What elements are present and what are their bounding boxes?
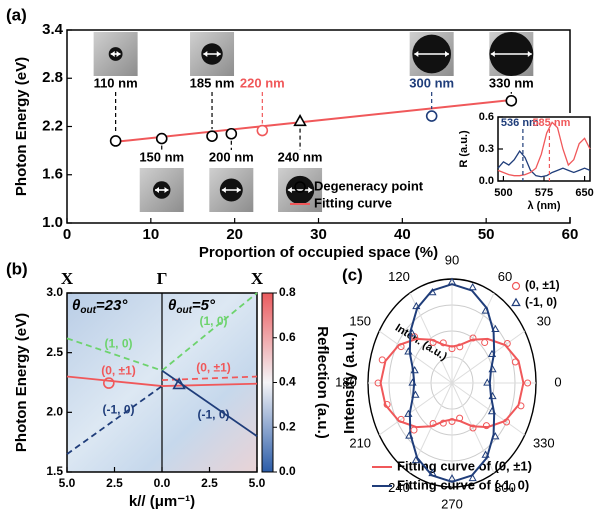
- point-label: 300 nm: [409, 75, 454, 90]
- x-tick-label: 10: [142, 226, 159, 243]
- theta-tick-label: 30: [537, 313, 551, 328]
- marker: [506, 96, 516, 106]
- y-tick-label: 1.6: [42, 166, 63, 183]
- theta-tick-label: 330: [533, 435, 555, 450]
- theta-tick-label: 210: [349, 435, 371, 450]
- x-tick-label: 5.0: [249, 476, 266, 490]
- marker: [111, 136, 121, 146]
- marker: [226, 129, 236, 139]
- annotation-label: 585 nm: [532, 117, 570, 129]
- legend-label: (-1, 0): [525, 295, 557, 309]
- marker: [469, 284, 475, 290]
- panel-label: (b): [6, 259, 28, 278]
- y-axis-label: Photon Energy (eV): [13, 313, 30, 452]
- x-tick-label: 650: [575, 187, 593, 199]
- marker: [427, 111, 437, 121]
- point-label: 185 nm: [190, 75, 235, 90]
- title-sub: out: [80, 305, 96, 316]
- legend-label: (0, ±1): [525, 278, 560, 292]
- symmetry-label: Γ: [157, 269, 168, 288]
- y-tick-label: 2.5: [46, 345, 63, 359]
- marker: [157, 134, 167, 144]
- theta-tick-label: 270: [441, 496, 463, 511]
- mode-label: (1, 0): [199, 314, 227, 328]
- mode-label: (0, ±1): [196, 360, 231, 374]
- theta-tick-label: 90: [445, 252, 459, 267]
- y-tick-label: 0.3: [479, 143, 494, 155]
- x-tick-label: 0: [63, 226, 71, 243]
- x-tick-label: 2.5: [106, 476, 123, 490]
- colorbar-tick-label: 0.8: [279, 285, 296, 299]
- x-tick-label: 0.0: [154, 476, 171, 490]
- colorbar-tick-label: 0.0: [279, 464, 296, 478]
- colorbar-tick-label: 0.6: [279, 330, 296, 344]
- colorbar-tick-label: 0.2: [279, 419, 296, 433]
- theta-tick-label: 0: [554, 374, 561, 389]
- symmetry-label: X: [61, 269, 74, 288]
- marker: [512, 299, 520, 306]
- marker: [379, 357, 385, 363]
- marker: [295, 116, 306, 126]
- x-tick-label: 575: [535, 187, 553, 199]
- x-axis-label: k// (μm⁻¹): [129, 493, 195, 510]
- y-tick-label: 1.5: [46, 464, 63, 478]
- mode-label: (-1, 0): [197, 408, 229, 422]
- x-tick-label: 2.5: [201, 476, 218, 490]
- point-label: 200 nm: [209, 149, 254, 164]
- marker: [257, 126, 267, 136]
- theta-tick-label: 120: [388, 269, 410, 284]
- point-label: 220 nm: [240, 75, 285, 90]
- title-sub: out: [176, 305, 192, 316]
- x-axis-label: λ (nm): [528, 200, 561, 212]
- marker: [207, 131, 217, 141]
- y-tick-label: 2.8: [42, 69, 63, 86]
- x-tick-label: 30: [310, 226, 327, 243]
- point-label: 240 nm: [278, 149, 323, 164]
- figure: 0 10 20 30 40 50 60 1.0 1.6 2.2 2.8 3.4 (a) Proportio…: [0, 0, 597, 512]
- subplot-title: θout=5°: [168, 297, 216, 316]
- marker: [513, 283, 520, 290]
- theta-tick-label: 150: [349, 313, 371, 328]
- symmetry-label: X: [251, 269, 264, 288]
- point-label: 110 nm: [94, 75, 138, 90]
- panel-label: (c): [342, 265, 363, 284]
- y-tick-label: 0.0: [479, 175, 494, 187]
- x-tick-label: 60: [562, 226, 579, 243]
- panel-label: (a): [6, 5, 27, 24]
- y-axis-label: Photon Energy (eV): [13, 57, 30, 196]
- legend-label: Fitting curve of (0, ±1): [397, 458, 532, 473]
- legend-label: Degeneracy point: [314, 178, 424, 193]
- y-tick-label: 2.0: [46, 405, 63, 419]
- y-axis-label: Intensity (a.u.): [341, 332, 358, 434]
- x-tick-label: 40: [394, 226, 411, 243]
- theta-tick-label: 60: [498, 269, 512, 284]
- y-tick-label: 1.0: [42, 214, 63, 231]
- y-tick-label: 0.6: [479, 111, 494, 123]
- x-tick-label: 500: [494, 187, 512, 199]
- marker: [482, 340, 488, 346]
- y-axis-label: R (a.u.): [458, 130, 470, 168]
- y-tick-label: 2.2: [42, 117, 63, 134]
- x-tick-label: 20: [226, 226, 243, 243]
- mode-label: (1, 0): [104, 337, 132, 351]
- y-tick-label: 3.4: [42, 21, 64, 38]
- x-tick-label: 5.0: [59, 476, 76, 490]
- x-axis-label: Proportion of occupied space (%): [199, 244, 438, 261]
- point-label: 150 nm: [139, 149, 184, 164]
- title-rest: =5°: [192, 297, 216, 314]
- colorbar-tick-label: 0.4: [279, 375, 296, 389]
- point-label: 330 nm: [489, 75, 534, 90]
- legend-label: Fitting curve: [314, 195, 392, 210]
- colorbar-label: Reflection (a.u.): [314, 326, 331, 439]
- marker: [411, 427, 417, 433]
- colorbar: [262, 293, 273, 472]
- legend-label: Fitting curve of (-1, 0): [397, 477, 529, 492]
- mode-label: (-1, 0): [102, 402, 134, 416]
- mode-label: (0, ±1): [101, 363, 136, 377]
- title-rest: =23°: [96, 297, 128, 314]
- x-tick-label: 50: [478, 226, 495, 243]
